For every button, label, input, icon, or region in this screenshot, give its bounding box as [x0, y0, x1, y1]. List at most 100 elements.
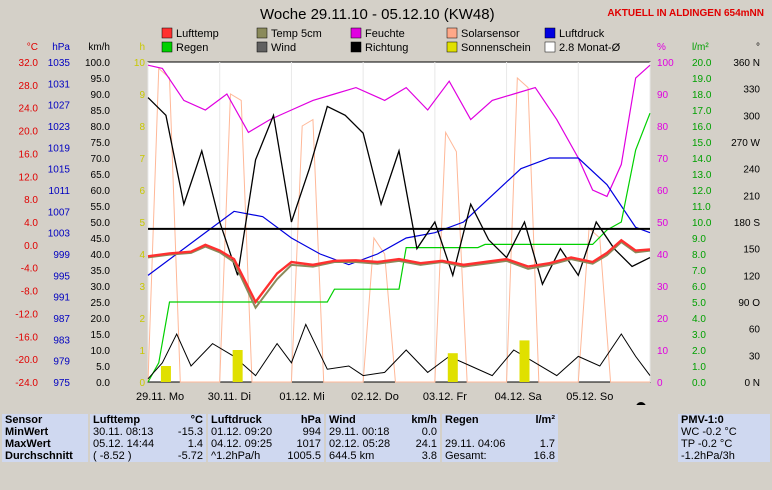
lufttemp-avg-note: ( -8.52 )	[93, 450, 132, 462]
lufttemp-max-time: 05.12. 14:44	[93, 438, 155, 450]
tick-label-kmh: 5.0	[96, 362, 110, 373]
legend-label: Richtung	[365, 42, 408, 54]
nav-circle-icon[interactable]	[636, 402, 646, 405]
x-tick-label: 05.12. So	[566, 391, 613, 403]
wind-max-value: 24.1	[415, 438, 437, 450]
sonnenschein-bar	[519, 340, 530, 382]
tick-label-temp: -12.0	[15, 309, 38, 320]
tick-label-temp: -8.0	[21, 287, 39, 298]
tick-label-lm2: 12.0	[692, 186, 712, 197]
tick-label-hpa: 975	[53, 378, 70, 389]
wind-unit: km/h	[411, 414, 437, 426]
regen-head: Regen	[445, 414, 479, 426]
tick-label-temp: 20.0	[19, 127, 39, 138]
x-tick-label: 03.12. Fr	[423, 391, 467, 403]
tick-label-pct: 0	[657, 378, 663, 389]
luftdruck-trend: ^1.2hPa/h	[211, 450, 261, 462]
plot-area	[147, 61, 651, 383]
lufttemp-column: Lufttemp °C 30.11. 08:13 -15.3 05.12. 14:4…	[90, 414, 206, 462]
tick-label-temp: 24.0	[19, 104, 39, 115]
tick-label-deg: 120	[743, 271, 760, 282]
regen-unit: l/m²	[535, 414, 555, 426]
aktuell-label: AKTUELL IN ALDINGEN 654mNN	[607, 8, 764, 19]
tick-label-kmh: 80.0	[91, 122, 111, 133]
tick-label-temp: 4.0	[24, 218, 38, 229]
sensor-row-max: MaxWert	[5, 438, 51, 450]
legend-swatch	[350, 27, 362, 39]
tick-label-hpa: 999	[53, 250, 70, 261]
tick-label-kmh: 65.0	[91, 170, 111, 181]
luftdruck-max-value: 1017	[296, 438, 321, 450]
wind-avg-value: 3.8	[421, 450, 437, 462]
tick-label-pct: 100	[657, 58, 674, 69]
tick-label-temp: 12.0	[19, 172, 39, 183]
tick-label-hpa: 1003	[48, 229, 71, 240]
tick-label-pct: 10	[657, 346, 669, 357]
legend-swatch	[256, 41, 268, 53]
lufttemp-max-value: 1.4	[187, 438, 203, 450]
tick-label-pct: 50	[657, 218, 669, 229]
axis-unit-deg: °	[756, 42, 760, 53]
tick-label-hpa: 991	[53, 293, 70, 304]
tick-label-lm2: 3.0	[692, 330, 706, 341]
tick-label-hpa: 983	[53, 335, 70, 346]
pmv-column: PMV-1:0 WC -0.2 °C TP -0.2 °C -1.2hPa/3h	[678, 414, 770, 462]
tick-label-kmh: 90.0	[91, 90, 111, 101]
series-regen-line	[147, 112, 651, 383]
tick-label-temp: 28.0	[19, 81, 39, 92]
tick-label-kmh: 50.0	[91, 218, 111, 229]
wind-head: Wind	[329, 414, 356, 426]
tick-label-deg: 0 N	[744, 378, 760, 389]
x-tick-label: 02.12. Do	[351, 391, 399, 403]
legend-swatch	[161, 41, 173, 53]
luftdruck-max-time: 04.12. 09:25	[211, 438, 273, 450]
legend-swatch	[544, 27, 556, 39]
luftdruck-min-value: 994	[302, 426, 321, 438]
tick-label-pct: 40	[657, 250, 669, 261]
tick-label-temp: 32.0	[19, 58, 39, 69]
tick-label-pct: 70	[657, 154, 669, 165]
sonnenschein-bar	[447, 353, 458, 382]
tick-label-h: 2	[139, 314, 145, 325]
tick-label-h: 7	[139, 154, 145, 165]
wind-column: Wind km/h 29.11. 00:18 0.0 02.12. 05:28 24.…	[326, 414, 440, 462]
tick-label-kmh: 35.0	[91, 266, 111, 277]
legend-label: Regen	[176, 42, 208, 54]
axes: °C32.028.024.020.016.012.08.04.00.0-4.0-…	[15, 42, 760, 389]
stats-spacer	[560, 414, 676, 462]
tick-label-temp: 8.0	[24, 195, 38, 206]
tick-label-pct: 90	[657, 90, 669, 101]
tick-label-lm2: 17.0	[692, 106, 712, 117]
legend-label: 2.8 Monat-Ø	[559, 42, 621, 54]
wind-max-time: 02.12. 05:28	[329, 438, 391, 450]
sensor-head: Sensor	[5, 414, 43, 426]
tick-label-lm2: 15.0	[692, 138, 712, 149]
tick-label-h: 9	[139, 90, 145, 101]
legend-label: Feuchte	[365, 28, 405, 40]
tick-label-pct: 30	[657, 282, 669, 293]
tick-label-hpa: 1011	[48, 186, 70, 197]
tick-label-hpa: 1015	[48, 165, 71, 176]
tick-label-lm2: 0.0	[692, 378, 706, 389]
tick-label-deg: 60	[749, 325, 761, 336]
sonnenschein-bar	[232, 350, 243, 382]
series-solar-line	[147, 67, 650, 383]
series-temp5cm-line	[147, 240, 651, 310]
tick-label-kmh: 100.0	[85, 58, 110, 69]
regen-total-value: 16.8	[533, 450, 555, 462]
pmv-wc: WC -0.2 °C	[681, 426, 737, 438]
tick-label-deg: 330	[743, 85, 760, 96]
tick-label-lm2: 20.0	[692, 58, 712, 69]
tick-label-h: 3	[139, 282, 145, 293]
x-tick-label: 04.12. Sa	[495, 391, 543, 403]
tick-label-hpa: 1007	[48, 207, 71, 218]
tick-label-h: 4	[139, 250, 145, 261]
legend-label: Sonnenschein	[461, 42, 531, 54]
tick-label-hpa: 1019	[48, 143, 71, 154]
tick-label-lm2: 2.0	[692, 346, 706, 357]
series-wind-line	[147, 323, 651, 380]
tick-label-lm2: 6.0	[692, 282, 706, 293]
legend-swatch	[256, 27, 268, 39]
legend-swatch	[446, 41, 458, 53]
x-tick-label: 01.12. Mi	[279, 391, 324, 403]
